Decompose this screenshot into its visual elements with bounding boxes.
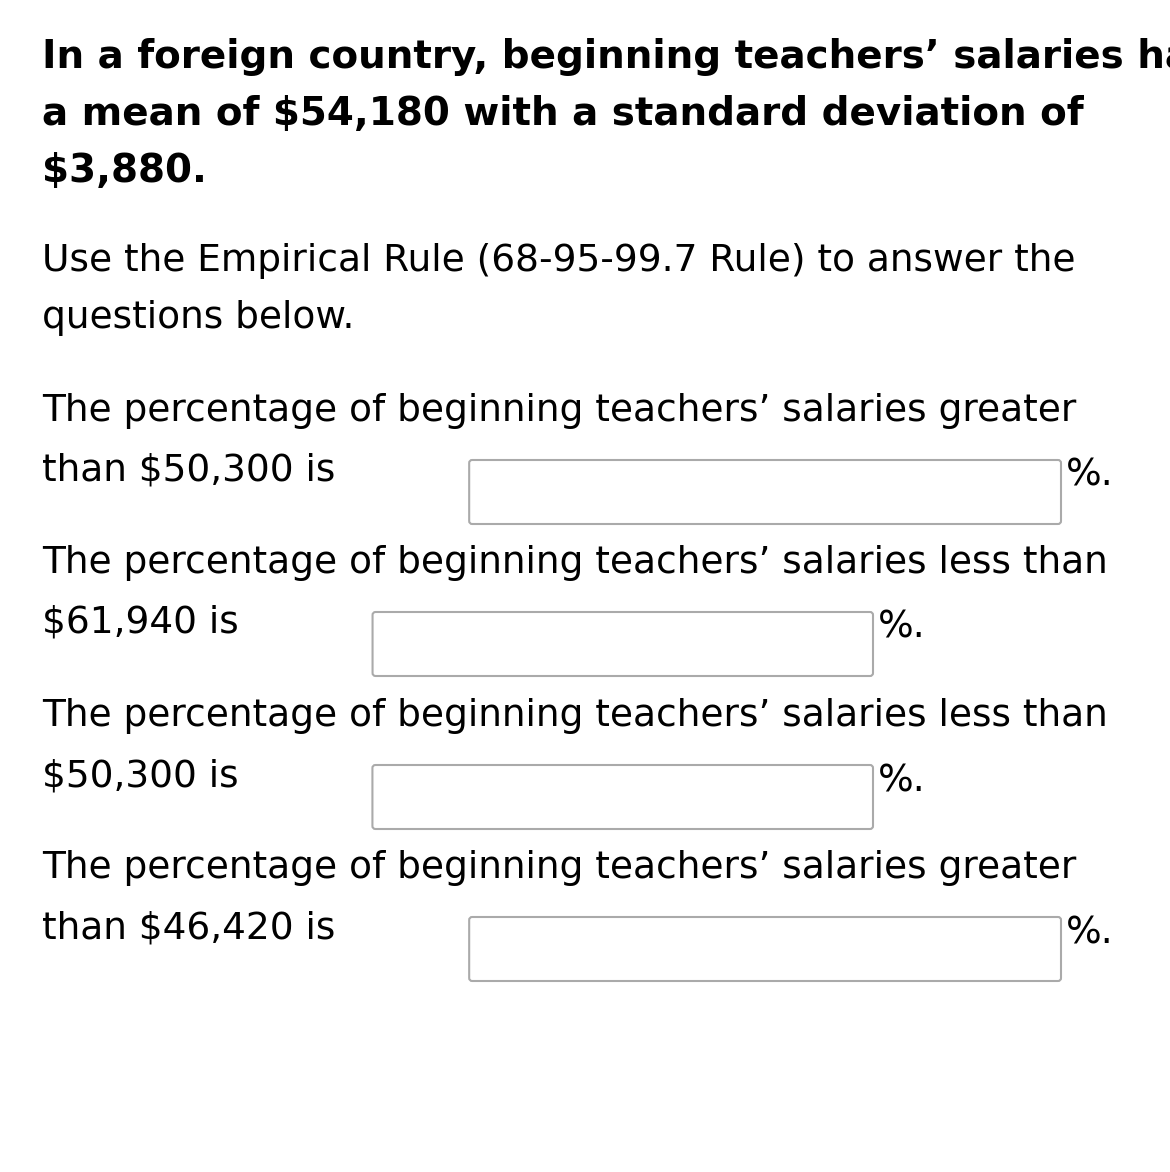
Text: $50,300 is: $50,300 is [42,758,239,793]
Text: than $50,300 is: than $50,300 is [42,454,336,489]
Text: %.: %. [1066,458,1114,495]
Text: $3,880.: $3,880. [42,152,207,190]
Text: The percentage of beginning teachers’ salaries less than: The percentage of beginning teachers’ sa… [42,545,1108,581]
FancyBboxPatch shape [469,459,1061,524]
FancyBboxPatch shape [372,765,873,829]
Text: Use the Empirical Rule (68-95-99.7 Rule) to answer the: Use the Empirical Rule (68-95-99.7 Rule)… [42,243,1075,279]
Text: questions below.: questions below. [42,300,355,336]
FancyBboxPatch shape [372,612,873,676]
FancyBboxPatch shape [469,917,1061,981]
Text: a mean of $54,180 with a standard deviation of: a mean of $54,180 with a standard deviat… [42,95,1083,132]
Text: $61,940 is: $61,940 is [42,605,239,641]
Text: In a foreign country, beginning teachers’ salaries have: In a foreign country, beginning teachers… [42,38,1170,76]
Text: than $46,420 is: than $46,420 is [42,909,336,946]
Text: %.: %. [878,609,925,646]
Text: %.: %. [878,763,925,799]
Text: The percentage of beginning teachers’ salaries greater: The percentage of beginning teachers’ sa… [42,393,1076,429]
Text: The percentage of beginning teachers’ salaries greater: The percentage of beginning teachers’ sa… [42,850,1076,886]
Text: %.: %. [1066,915,1114,950]
Text: The percentage of beginning teachers’ salaries less than: The percentage of beginning teachers’ sa… [42,699,1108,734]
